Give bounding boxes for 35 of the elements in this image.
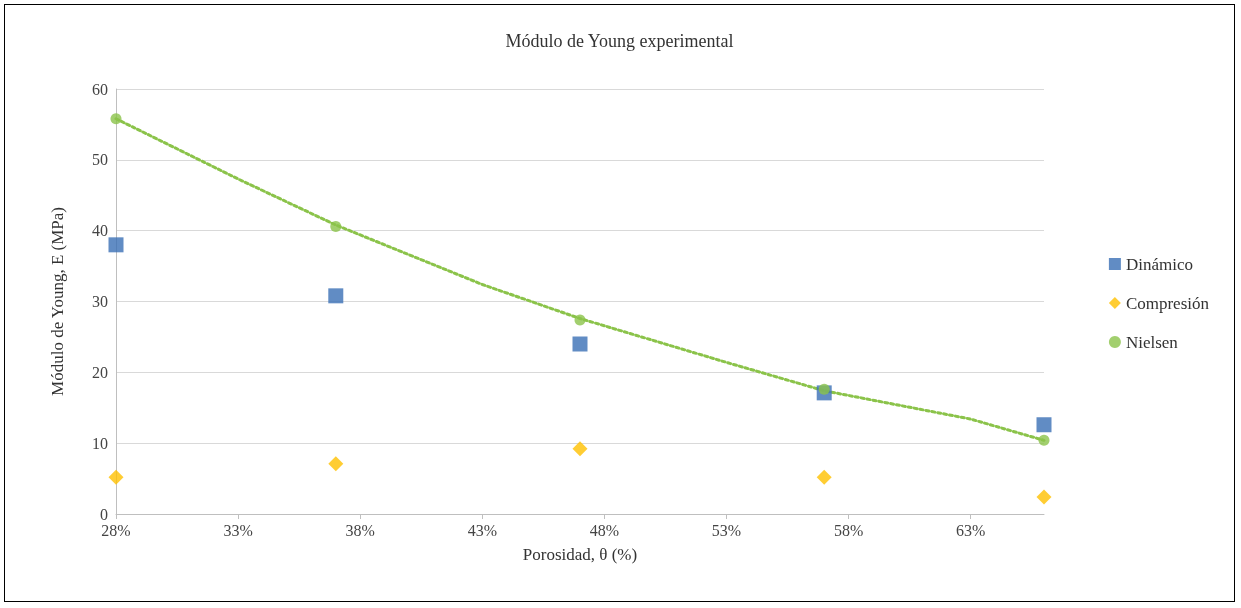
x-tick-label: 58% [833,521,864,539]
x-tick-label: 38% [345,521,375,539]
x-tick-label: 33% [223,521,253,539]
x-axis-title: Porosidad, θ (%) [522,545,638,564]
point [330,220,342,232]
point [1036,417,1052,433]
point [328,456,344,472]
y-tick-label: 60 [92,80,108,98]
chart-title: Módulo de Young experimental [505,31,734,51]
legend-label: Nielsen [1125,332,1179,352]
point [328,288,344,304]
y-tick-label: 20 [92,363,108,381]
y-tick-label: 50 [92,151,108,169]
x-tick-label: 63% [956,521,986,539]
point [574,314,586,326]
y-tick-label: 40 [92,222,108,240]
y-tick-label: 10 [92,434,108,452]
point [110,113,122,125]
legend-label: Compresión [1125,293,1210,313]
x-tick-label: 53% [711,521,742,539]
point [572,441,588,457]
point [816,469,832,485]
x-tick-label: 43% [467,521,497,539]
point [1038,434,1050,446]
y-tick-label: 30 [92,293,108,310]
legend-label: Dinámico [1125,254,1193,274]
x-tick-label: 28% [101,521,131,539]
point [108,469,124,485]
point [818,383,830,395]
point [1036,489,1052,505]
point [572,336,588,352]
point [108,237,124,253]
x-tick-label: 48% [589,521,620,539]
y-tick-label: 0 [100,505,108,523]
y-axis-title: Módulo de Young, E (MPa) [48,207,67,396]
